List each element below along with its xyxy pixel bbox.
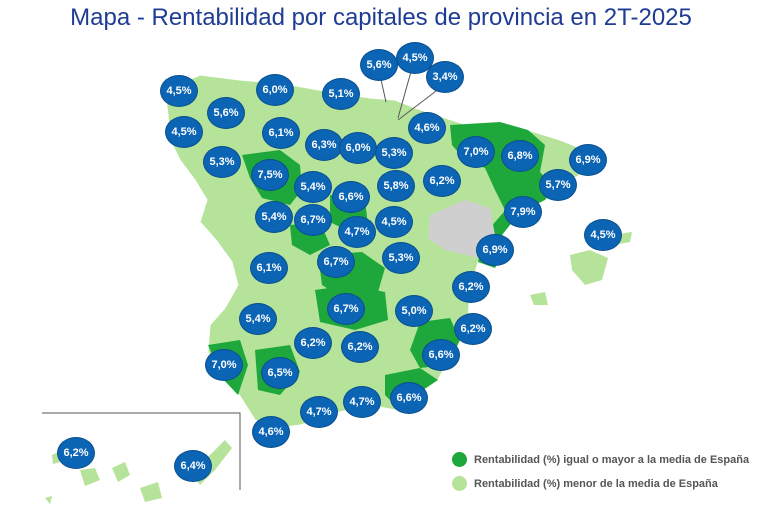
province-badge: 5,4% — [295, 172, 331, 202]
province-badge: 7,0% — [458, 137, 494, 167]
province-badge: 7,9% — [505, 197, 541, 227]
province-badge: 6,9% — [477, 235, 513, 265]
legend-swatch — [452, 452, 467, 467]
province-badge: 4,6% — [409, 113, 445, 143]
province-badge: 6,2% — [424, 166, 460, 196]
province-badge: 5,3% — [383, 243, 419, 273]
province-badge: 5,4% — [240, 304, 276, 334]
province-badge: 5,3% — [204, 147, 240, 177]
canary-island-2 — [80, 468, 100, 486]
province-badge: 6,1% — [251, 253, 287, 283]
province-badge: 7,0% — [206, 350, 242, 380]
province-badge: 5,3% — [376, 138, 412, 168]
province-badge: 6,7% — [318, 247, 354, 277]
province-badge: 4,5% — [585, 220, 621, 250]
province-badge: 4,5% — [161, 76, 197, 106]
province-badge: 6,3% — [306, 130, 342, 160]
map-legend: Rentabilidad (%) igual o mayor a la medi… — [452, 452, 749, 500]
province-badge: 4,7% — [301, 397, 337, 427]
province-badge: 6,7% — [295, 205, 331, 235]
province-badge: 6,2% — [455, 314, 491, 344]
balearic-ibiza — [530, 292, 548, 305]
province-badge: 6,6% — [391, 383, 427, 413]
province-badge: 5,8% — [378, 171, 414, 201]
province-badge: 4,5% — [376, 207, 412, 237]
province-badge: 4,5% — [166, 117, 202, 147]
province-badge: 5,6% — [361, 50, 397, 80]
map-title: Mapa - Rentabilidad por capitales de pro… — [70, 4, 692, 31]
province-badge: 4,7% — [339, 217, 375, 247]
province-badge: 6,2% — [342, 332, 378, 362]
province-badge: 6,4% — [175, 451, 211, 481]
canary-island-4 — [140, 482, 162, 502]
province-badge: 6,1% — [263, 118, 299, 148]
province-badge: 6,6% — [333, 182, 369, 212]
legend-item-below: Rentabilidad (%) menor de la media de Es… — [452, 476, 749, 491]
canary-inset-frame — [42, 412, 241, 490]
province-badge: 5,0% — [396, 296, 432, 326]
province-badge: 6,0% — [257, 75, 293, 105]
province-badge: 5,6% — [208, 98, 244, 128]
province-badge: 6,5% — [262, 358, 298, 388]
province-badge: 6,2% — [58, 438, 94, 468]
canary-island-6 — [45, 496, 52, 504]
pointer-line-2 — [397, 67, 413, 119]
province-badge: 4,7% — [344, 387, 380, 417]
province-badge: 5,4% — [256, 202, 292, 232]
province-badge: 6,8% — [502, 141, 538, 171]
legend-label: Rentabilidad (%) igual o mayor a la medi… — [474, 453, 750, 466]
balearic-mallorca — [570, 250, 608, 285]
province-badge: 6,9% — [570, 145, 606, 175]
province-badge: 5,7% — [540, 170, 576, 200]
legend-label: Rentabilidad (%) menor de la media de Es… — [474, 477, 718, 490]
legend-swatch — [452, 476, 467, 491]
province-badge: 4,5% — [397, 43, 433, 73]
canary-island-3 — [112, 462, 130, 482]
pointer-line-3 — [397, 87, 441, 121]
province-badge: 6,6% — [423, 340, 459, 370]
province-badge: 3,4% — [427, 62, 463, 92]
province-badge: 5,1% — [323, 79, 359, 109]
province-badge: 6,7% — [328, 294, 364, 324]
province-badge: 6,2% — [295, 328, 331, 358]
province-badge: 7,5% — [252, 160, 288, 190]
legend-item-above: Rentabilidad (%) igual o mayor a la medi… — [452, 452, 749, 467]
province-badge: 4,6% — [253, 417, 289, 447]
province-badge: 6,2% — [453, 272, 489, 302]
province-badge: 6,0% — [340, 133, 376, 163]
